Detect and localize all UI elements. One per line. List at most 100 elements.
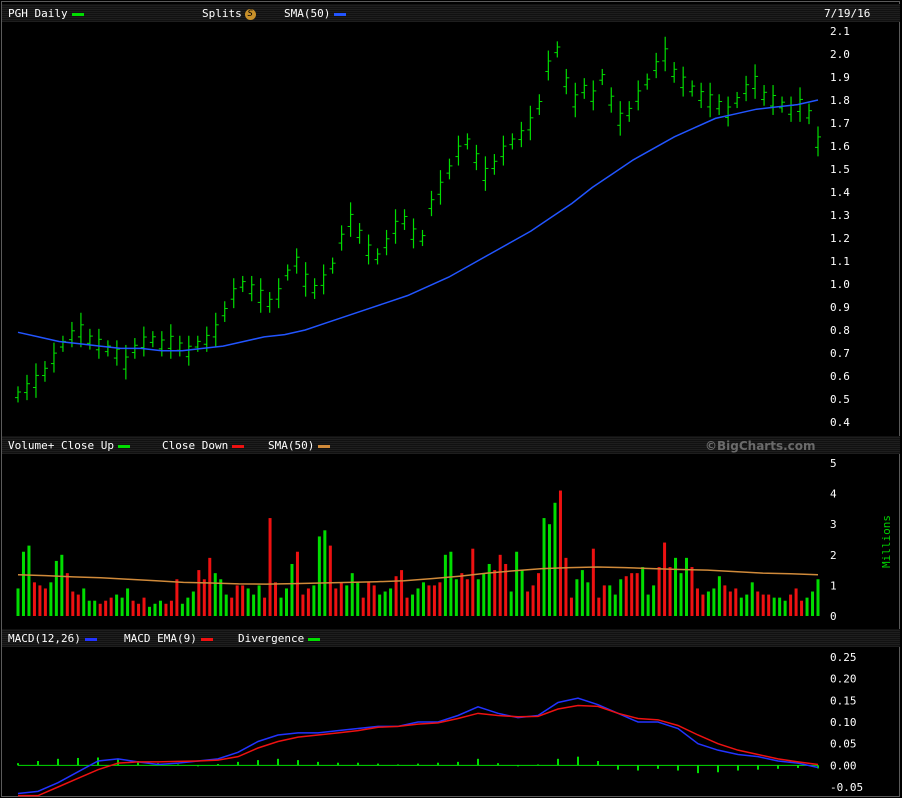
volume-bar [706,591,710,616]
volume-bar [54,560,58,616]
volume-bar [739,597,743,616]
divergence-bar [577,756,579,766]
volume-bar [235,585,239,616]
volume-bar [104,600,108,616]
volume-bar [405,597,409,616]
volume-bar [498,554,502,616]
price-y-tick: 0.9 [830,301,850,314]
price-y-tick: 1.3 [830,209,850,222]
volume-bar [274,582,278,616]
volume-bar [800,600,804,616]
volume-bar [208,557,212,616]
divergence-bar [697,765,699,774]
macd-y-tick: -0.05 [830,781,863,794]
price-y-tick: 2.1 [830,25,850,38]
macd-ema-swatch [200,637,213,641]
symbol-label: PGH Daily [8,7,68,20]
volume-bar [805,597,809,616]
volume-bar [186,597,190,616]
volume-bar [750,582,754,616]
splits-legend: Splits S [202,7,256,20]
volume-bar [761,594,765,616]
volume-panel-header: Volume+ Close Up Close Down SMA(50) [2,436,900,454]
volume-bar [164,603,168,616]
volume-bar [635,573,639,616]
divergence-swatch [308,637,321,641]
price-y-tick: 0.4 [830,416,850,429]
volume-bar [553,502,557,616]
volume-bar [723,585,727,616]
volume-bar [734,588,738,616]
close-down-swatch [232,444,245,448]
macd-y-tick: 0.15 [830,694,857,707]
volume-bar [16,588,20,616]
volume-bar [816,579,820,616]
macd-panel-header: MACD(12,26) MACD EMA(9) Divergence [2,629,900,647]
volume-bar [378,594,382,616]
macd-legend: MACD(12,26) [8,632,97,645]
volume-bar [213,573,217,616]
volume-bar [476,579,480,616]
volume-bar [153,603,157,616]
volume-bar [394,576,398,616]
volume-y-tick: 4 [830,488,837,501]
volume-bar [712,588,716,616]
volume-bar [619,579,623,616]
volume-bar [38,585,42,616]
volume-bar [575,579,579,616]
divergence-bar [677,765,679,771]
volume-bar [246,588,250,616]
divergence-bar [357,762,359,766]
volume-bar [290,563,294,616]
volume-y-tick: 2 [830,549,837,562]
price-y-tick: 1.0 [830,278,850,291]
volume-bar [191,591,195,616]
divergence-bar [757,765,759,770]
divergence-bar [777,765,779,769]
volume-bar [789,594,793,616]
volume-bar [197,570,201,616]
volume-bar [306,588,310,616]
volume-bar [350,573,354,616]
volume-sma-label: SMA(50) [268,439,315,452]
volume-bar [454,579,458,616]
divergence-bar [737,765,739,771]
close-down-legend: Close Down [162,439,245,452]
volume-bar [657,567,661,616]
volume-bar [767,594,771,616]
volume-bar [630,573,634,616]
volume-bar [482,573,486,616]
volume-bar [175,579,179,616]
volume-bar [416,588,420,616]
volume-unit-label: Millions [880,515,893,568]
divergence-bar [657,765,659,769]
volume-bar [641,567,645,616]
macd-y-tick: 0.20 [830,673,857,686]
price-y-tick: 1.9 [830,71,850,84]
volume-bar [674,557,678,616]
macd-y-tick: 0.00 [830,759,857,772]
divergence-bar [257,760,259,766]
volume-bar [537,573,541,616]
volume-bar [690,567,694,616]
volume-bar [268,518,272,616]
volume-bar [548,524,552,616]
volume-bar [367,582,371,616]
volume-bar [602,585,606,616]
divergence-legend: Divergence [238,632,321,645]
volume-bar [257,585,261,616]
close-down-label: Close Down [162,439,229,452]
macd-y-tick: 0.10 [830,716,857,729]
divergence-bar [597,761,599,766]
volume-bar [32,582,36,616]
price-y-tick: 2.0 [830,48,850,61]
volume-bar [120,597,124,616]
volume-bar [131,600,135,616]
volume-bar [284,588,288,616]
divergence-bar [217,764,219,766]
splits-coin-icon[interactable]: S [244,8,256,20]
price-y-tick: 0.8 [830,324,850,337]
volume-bar [613,594,617,616]
volume-bar [98,603,102,616]
volume-bar [443,554,447,616]
